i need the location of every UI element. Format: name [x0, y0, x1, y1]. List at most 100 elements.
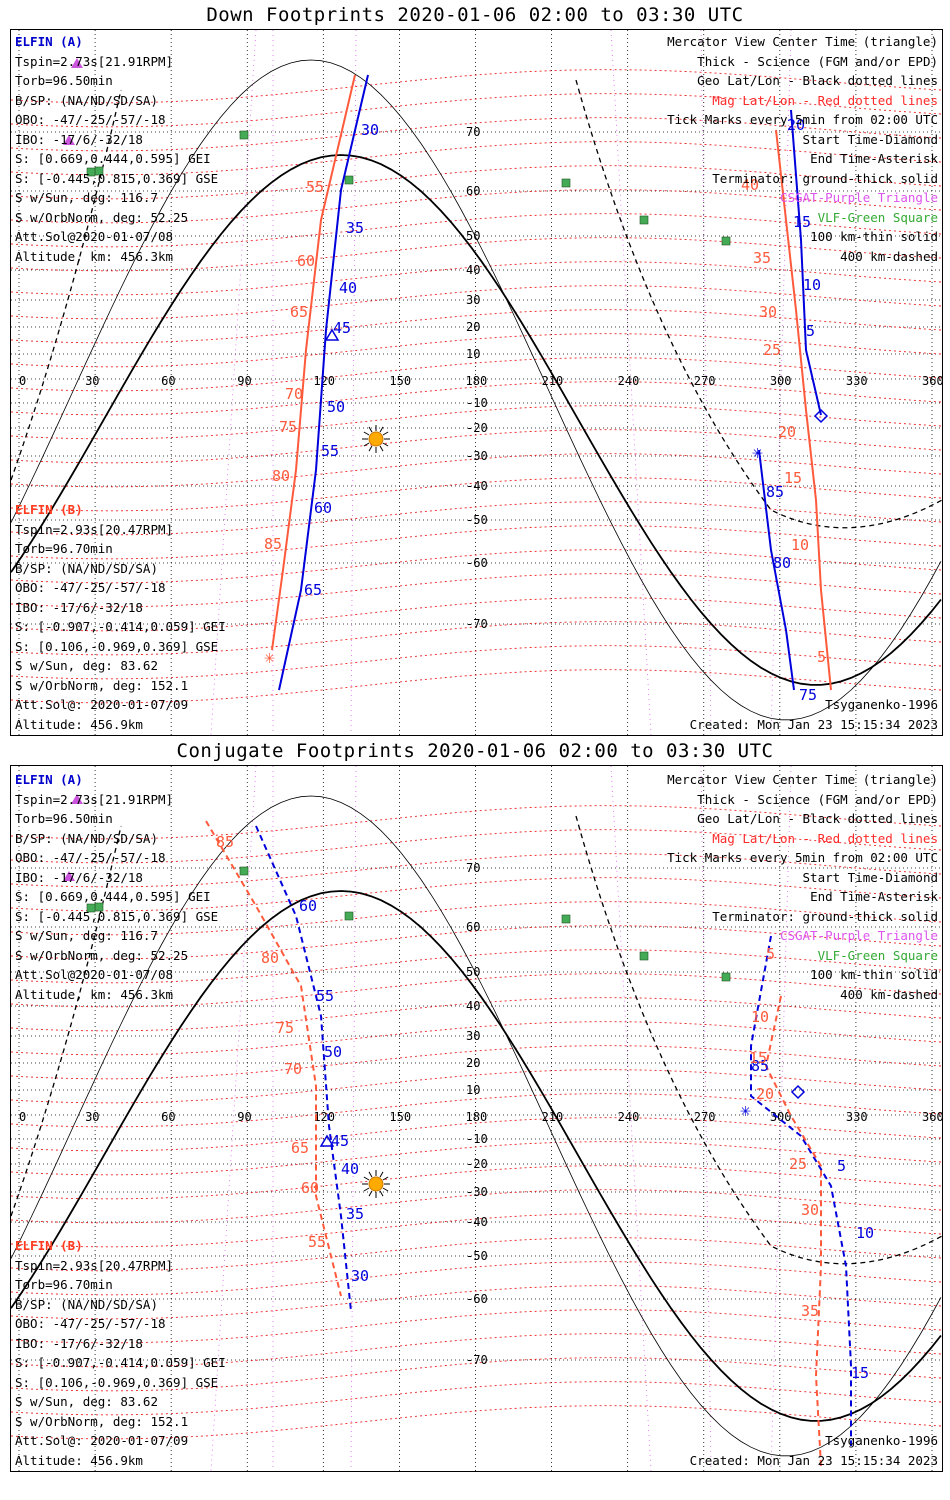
- mag-parallel: [11, 1333, 942, 1368]
- terminator-400km: [11, 89, 122, 481]
- sun-ray: [379, 1171, 384, 1178]
- elfin-b-info: ELFIN (B) Tspin=2.93s[20.47RPM] Torb=96.…: [15, 500, 226, 734]
- lon-label: 300: [770, 1110, 792, 1124]
- elfin-a-track-2: [750, 935, 852, 1446]
- elfin-a-track: [255, 825, 352, 1312]
- mag-parallel: [11, 949, 942, 984]
- elfin-a-tick-label: 20: [787, 116, 805, 134]
- terminator-400km: [11, 825, 122, 1217]
- lon-label: 120: [313, 374, 335, 388]
- legend-item: 100 km-thin solid: [810, 229, 938, 244]
- mag-parallel: [11, 1309, 942, 1344]
- created-label: Created: Mon Jan 23 15:15:34 2023: [689, 716, 938, 732]
- elfin-b-tick-label: 80: [272, 467, 290, 485]
- mag-parallel: [11, 1021, 942, 1056]
- elfin-b-line: OBO: -47/-25/-57/-18: [15, 1316, 166, 1331]
- terminator-100km: [11, 59, 942, 721]
- lat-label: 60: [466, 920, 480, 934]
- elfin-a-tick-label: 35: [346, 1205, 364, 1223]
- sun-ray: [368, 426, 373, 433]
- elfin-b-header: ELFIN (B): [15, 502, 83, 517]
- elfin-a-tick-label: 55: [321, 442, 339, 460]
- lat-label: 40: [466, 263, 480, 277]
- mag-parallel: [11, 1285, 942, 1320]
- csgat-triangle-icon: [63, 135, 75, 145]
- lon-label: 300: [770, 374, 792, 388]
- mag-parallel: [11, 1069, 942, 1104]
- lat-label: -30: [466, 1185, 488, 1199]
- legend-item: Mag Lat/Lon - Red dotted lines: [712, 830, 938, 846]
- lat-label: 60: [466, 184, 480, 198]
- terminator-line: [11, 154, 942, 686]
- elfin-a-line: Att.Sol@2020-01-07/08: [15, 229, 174, 244]
- lat-label: -40: [466, 1215, 488, 1229]
- elfin-a-line: Tspin=2.73s[21.91RPM]: [15, 53, 174, 69]
- map-panel-down[interactable]: 0 30 60 90 120 150 180 210 240 270 300 330 360 70 60 50…: [10, 29, 943, 736]
- elfin-b-tick-label: 70: [285, 385, 303, 403]
- elfin-b-track: [271, 74, 356, 651]
- elfin-b-line: Tspin=2.93s[20.47RPM]: [15, 1257, 174, 1273]
- elfin-b-tick-label: 85: [216, 833, 234, 851]
- lat-label: -60: [466, 1292, 488, 1306]
- elfin-b-tick-label: 55: [306, 178, 324, 196]
- terminator-100km: [11, 795, 942, 1457]
- sun-ray: [363, 1187, 370, 1192]
- map-canvas: 0 30 60 90 120 150 180 210 240 270 300 330 360 70 60 50…: [11, 766, 942, 1471]
- elfin-b-line: S: [-0.907,-0.414,0.059] GEI: [15, 619, 226, 634]
- elfin-b-tick-label: 35: [801, 1302, 819, 1320]
- elfin-b-line: S w/Sun, deg: 83.62: [15, 1394, 158, 1409]
- elfin-b-tick-label: 10: [751, 1008, 769, 1026]
- mag-parallel: [11, 877, 942, 912]
- legend-item: Geo Lat/Lon - Black dotted lines: [697, 73, 938, 88]
- elfin-b-tick-label: 65: [291, 1139, 309, 1157]
- mag-parallel: [11, 501, 942, 536]
- legend-item: Mercator View Center Time (triangle): [667, 34, 938, 49]
- elfin-a-line: B/SP: (NA/ND/SD/SA): [15, 92, 158, 108]
- elfin-b-tick-label: 75: [279, 418, 297, 436]
- sun-icon: [368, 1176, 384, 1192]
- mag-parallel: [11, 237, 942, 272]
- vlf-station-icon: [561, 914, 571, 924]
- sun-ray: [368, 1190, 373, 1197]
- mag-parallel: [11, 1237, 942, 1272]
- legend-item: Tick Marks every 5min from 02:00 UTC: [667, 850, 938, 865]
- lat-label: 70: [466, 861, 480, 875]
- elfin-b-track-2: [764, 995, 822, 1467]
- lat-label: 20: [466, 1056, 480, 1070]
- legend-item: 100 km-thin solid: [810, 967, 938, 982]
- lat-label: -70: [466, 617, 488, 631]
- lon-label: 180: [466, 374, 488, 388]
- elfin-a-line: IBO: -17/6/-32/18: [15, 131, 143, 147]
- elfin-a-tick-label: 65: [304, 581, 322, 599]
- vlf-station-icon: [639, 215, 649, 225]
- lat-label: -40: [466, 479, 488, 493]
- vlf-station-icon: [86, 167, 96, 177]
- elfin-a-info: ELFIN (A) Tspin=2.73s[21.91RPM] Torb=96.…: [15, 770, 218, 1004]
- elfin-a-tick-label: 35: [346, 219, 364, 237]
- elfin-a-line: S: [0.669,0.444,0.595] GEI: [15, 889, 211, 904]
- lon-label: 90: [237, 374, 251, 388]
- elfin-a-line: S: [0.669,0.444,0.595] GEI: [15, 151, 211, 166]
- elfin-a-tick-label: 60: [314, 499, 332, 517]
- elfin-a-line: OBO: -47/-25/-57/-18: [15, 850, 166, 865]
- legend-item: Terminator: ground-thick solid: [712, 170, 938, 186]
- lat-label: 70: [466, 125, 480, 139]
- start-time-diamond-icon: [813, 408, 829, 424]
- elfin-a-line: S: [-0.445,0.815,0.369] GSE: [15, 170, 219, 186]
- lat-label: 20: [466, 320, 480, 334]
- lon-label: 150: [389, 374, 411, 388]
- legend-item: Thick - Science (FGM and/or EPD): [697, 53, 938, 69]
- legend-item: Mercator View Center Time (triangle): [667, 772, 938, 787]
- terminator-400km: [575, 815, 942, 1265]
- elfin-a-tick-label: 75: [799, 686, 817, 704]
- elfin-b-line: Torb=96.70min: [15, 541, 113, 556]
- elfin-a-line: IBO: -17/6/-32/18: [15, 869, 143, 885]
- mag-parallel: [11, 405, 942, 440]
- center-time-triangle-icon: [319, 1134, 335, 1147]
- elfin-b-tick-label: 70: [284, 1060, 302, 1078]
- lat-label: 50: [466, 229, 480, 243]
- legend-item: Geo Lat/Lon - Black dotted lines: [697, 811, 938, 826]
- elfin-a-tick-label: 60: [299, 897, 317, 915]
- map-panel-conjugate[interactable]: 0 30 60 90 120 150 180 210 240 270 300 330 360 70 60 50…: [10, 765, 943, 1472]
- model-label: Tsyganenko-1996: [825, 697, 938, 712]
